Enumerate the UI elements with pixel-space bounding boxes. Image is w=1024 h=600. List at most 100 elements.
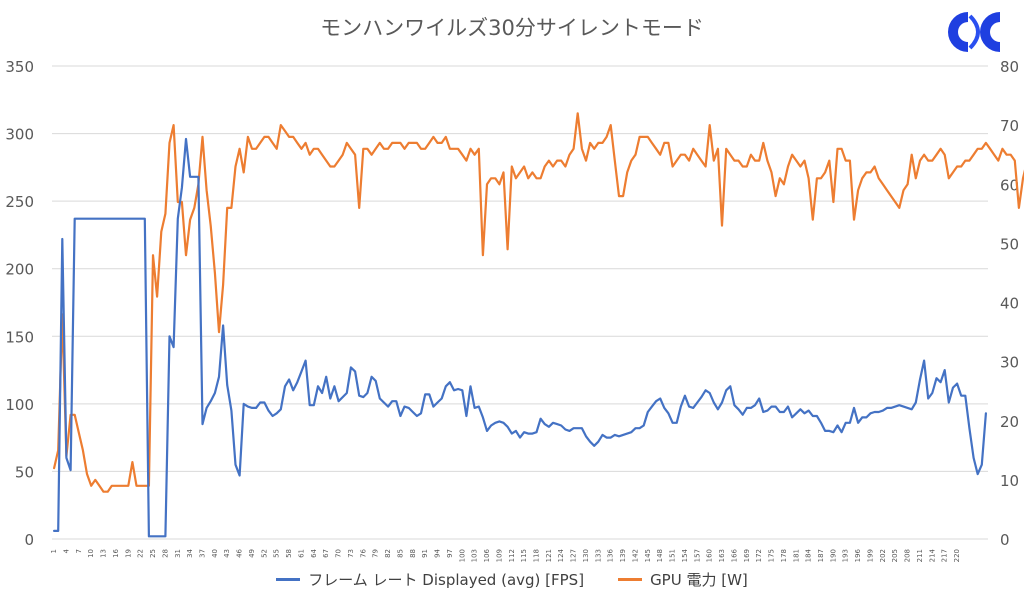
left-tick-label: 200	[5, 261, 34, 279]
x-tick-label: 94	[434, 548, 442, 557]
x-tick-label: 130	[582, 549, 590, 562]
x-tick-label: 88	[409, 549, 417, 558]
x-tick-label: 211	[916, 549, 924, 562]
x-tick-label: 187	[817, 549, 825, 562]
x-tick-label: 106	[483, 548, 491, 562]
legend-item-fps: フレーム レート Displayed (avg) [FPS]	[276, 569, 584, 590]
legend-label-gpu-power: GPU 電力 [W]	[650, 571, 748, 589]
left-tick-label: 350	[5, 58, 34, 76]
right-tick-label: 50	[1000, 235, 1019, 253]
x-tick-label: 109	[495, 549, 503, 562]
x-tick-label: 58	[285, 549, 293, 558]
x-tick-label: 124	[557, 548, 565, 562]
x-tick-label: 79	[372, 549, 380, 558]
x-tick-label: 118	[532, 549, 540, 562]
x-tick-label: 172	[755, 549, 763, 562]
x-tick-label: 184	[805, 548, 813, 562]
x-tick-label: 160	[706, 549, 714, 562]
left-tick-label: 150	[5, 328, 34, 346]
x-tick-label: 46	[236, 548, 244, 557]
x-tick-label: 178	[780, 549, 788, 562]
x-tick-label: 136	[607, 548, 615, 562]
x-tick-label: 208	[904, 549, 912, 562]
x-tick-label: 85	[396, 549, 404, 558]
x-tick-label: 4	[62, 548, 70, 553]
x-tick-label: 175	[768, 549, 776, 562]
chart-title: モンハンワイルズ30分サイレントモード	[320, 16, 704, 40]
x-tick-label: 151	[669, 549, 677, 562]
x-tick-label: 157	[693, 549, 701, 562]
x-tick-label: 181	[792, 549, 800, 562]
right-tick-label: 20	[1000, 413, 1019, 431]
x-tick-label: 37	[199, 549, 207, 558]
left-axis-ticks: 0 50 100 150 200 250 300 350	[5, 58, 34, 549]
left-tick-label: 0	[24, 531, 34, 549]
x-tick-label: 166	[730, 548, 738, 562]
legend-item-gpu-power: GPU 電力 [W]	[618, 569, 748, 590]
x-tick-label: 127	[570, 549, 578, 562]
x-tick-label: 22	[137, 549, 145, 558]
x-tick-label: 133	[594, 549, 602, 562]
x-tick-label: 202	[879, 549, 887, 562]
x-tick-label: 196	[854, 548, 862, 562]
brand-logo	[938, 8, 1010, 56]
x-tick-label: 220	[953, 549, 961, 562]
x-tick-label: 40	[211, 549, 219, 558]
x-tick-label: 13	[100, 549, 108, 558]
x-tick-label: 97	[446, 549, 454, 558]
x-tick-label: 169	[743, 549, 751, 562]
legend-swatch-gpu-power	[618, 578, 643, 581]
left-tick-label: 50	[15, 463, 34, 481]
x-tick-label: 28	[161, 549, 169, 558]
right-axis-ticks: 0 10 20 30 40 50 60 70 80	[1000, 58, 1019, 549]
x-tick-label: 64	[310, 548, 318, 557]
right-tick-label: 70	[1000, 117, 1019, 135]
x-tick-label: 82	[384, 549, 392, 558]
x-tick-label: 121	[545, 549, 553, 562]
x-tick-label: 25	[149, 549, 157, 558]
x-tick-label: 205	[891, 549, 899, 562]
x-tick-label: 214	[928, 548, 936, 562]
x-tick-label: 43	[223, 549, 231, 558]
x-tick-label: 190	[829, 549, 837, 562]
x-tick-label: 115	[520, 549, 528, 562]
legend-label-fps: フレーム レート Displayed (avg) [FPS]	[308, 571, 585, 589]
right-tick-label: 40	[1000, 295, 1019, 313]
x-tick-label: 70	[335, 549, 343, 558]
x-tick-label: 76	[359, 548, 367, 557]
series-line-gpu-power	[52, 112, 1024, 493]
series-layer	[52, 112, 1024, 538]
left-tick-label: 100	[5, 396, 34, 414]
legend-swatch-fps	[276, 578, 301, 581]
x-tick-label: 34	[186, 548, 194, 557]
x-tick-label: 103	[471, 549, 479, 562]
x-tick-label: 100	[458, 549, 466, 562]
x-tick-label: 91	[421, 549, 429, 558]
x-tick-label: 67	[322, 549, 330, 558]
x-tick-label: 7	[75, 549, 83, 553]
x-tick-label: 55	[273, 549, 281, 558]
right-tick-label: 30	[1000, 354, 1019, 372]
left-tick-label: 250	[5, 193, 34, 211]
x-tick-label: 145	[644, 549, 652, 562]
x-tick-label: 154	[681, 548, 689, 562]
chart-legend: フレーム レート Displayed (avg) [FPS] GPU 電力 [W…	[0, 569, 1024, 590]
x-tick-label: 1	[50, 549, 58, 553]
right-tick-label: 0	[1000, 531, 1010, 549]
x-tick-label: 73	[347, 549, 355, 558]
series-line-fps	[52, 137, 988, 538]
x-tick-label: 61	[297, 549, 305, 558]
x-tick-label: 49	[248, 549, 256, 558]
left-tick-label: 300	[5, 126, 34, 144]
grid-lines	[52, 65, 988, 540]
x-tick-label: 31	[174, 549, 182, 558]
x-tick-label: 16	[112, 548, 120, 557]
x-tick-label: 193	[842, 549, 850, 562]
x-tick-label: 142	[631, 549, 639, 562]
x-tick-label: 139	[619, 549, 627, 562]
x-tick-label: 148	[656, 549, 664, 562]
x-tick-label: 217	[941, 549, 949, 562]
x-tick-label: 10	[87, 549, 95, 558]
right-tick-label: 80	[1000, 58, 1019, 76]
